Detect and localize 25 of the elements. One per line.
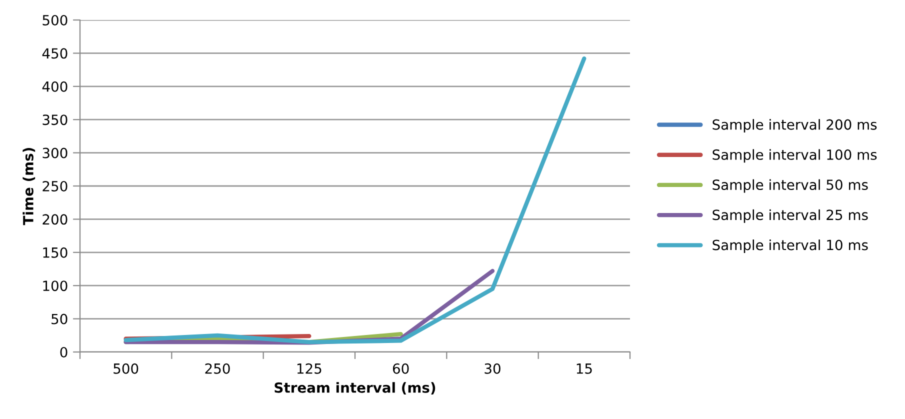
y-axis-title: Time (ms) (22, 148, 36, 226)
y-tick-label: 100 (43, 280, 68, 292)
y-tick-label: 300 (42, 148, 68, 158)
y-tick-label: 0 (60, 346, 68, 358)
y-tick-label: 450 (42, 48, 68, 59)
x-axis-title: Stream interval (ms) (274, 382, 436, 394)
y-tick-label: 50 (52, 314, 68, 324)
y-tick-label: 500 (42, 14, 68, 26)
y-tick-label: 350 (42, 114, 68, 126)
legend-label: Sample interval 100 ms (712, 149, 877, 163)
legend-label: Sample interval 200 ms (712, 119, 877, 133)
x-tick-label: 125 (297, 363, 322, 374)
legend-label: Sample interval 50 ms (712, 179, 868, 193)
y-tick-label: 200 (42, 214, 68, 225)
x-tick-label: 60 (392, 363, 409, 374)
y-tick-label: 250 (42, 180, 68, 192)
x-tick-label: 250 (205, 363, 230, 374)
x-tick-label: 30 (484, 363, 500, 374)
x-tick-label: 500 (114, 363, 138, 374)
y-tick-label: 150 (43, 247, 68, 258)
y-tick-label: 400 (42, 81, 68, 92)
line-series (124, 56, 586, 344)
x-tick-label: 15 (576, 364, 592, 374)
legend-label: Sample interval 25 ms (712, 209, 868, 223)
legend-label: Sample interval 10 ms (712, 239, 868, 253)
